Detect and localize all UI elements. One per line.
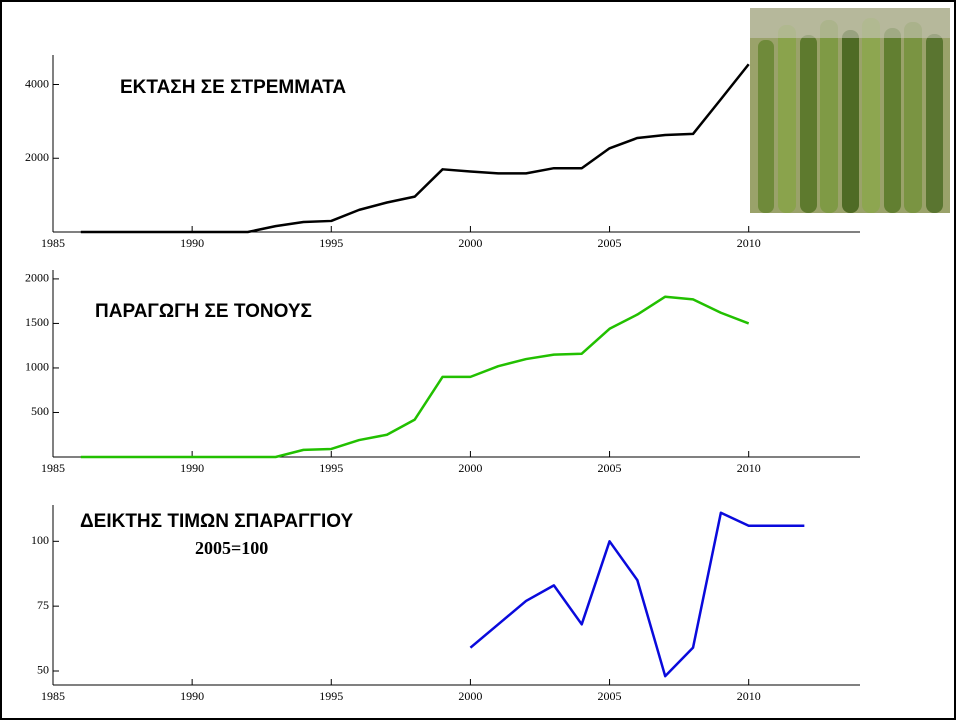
x-tick-label: 2010 <box>737 689 761 703</box>
x-tick-label: 1990 <box>180 689 204 703</box>
x-tick-label: 2010 <box>737 461 761 475</box>
chart-title: ΕΚΤΑΣΗ ΣΕ ΣΤΡΕΜΜΑΤΑ <box>120 77 346 98</box>
x-tick-label: 2010 <box>737 236 761 250</box>
x-tick-label: 1985 <box>41 236 65 250</box>
x-tick-label: 1995 <box>319 236 343 250</box>
x-tick-label: 2005 <box>598 689 622 703</box>
x-tick-label: 2005 <box>598 461 622 475</box>
y-tick-label: 50 <box>37 663 49 677</box>
y-tick-label: 100 <box>31 533 49 547</box>
y-tick-label: 2000 <box>25 150 49 164</box>
x-tick-label: 2000 <box>458 236 482 250</box>
chart-title: ΠΑΡΑΓΩΓΗ ΣΕ ΤΟΝΟΥΣ <box>95 301 312 322</box>
x-tick-label: 1985 <box>41 461 65 475</box>
x-tick-label: 2000 <box>458 461 482 475</box>
y-tick-label: 2000 <box>25 271 49 285</box>
y-tick-label: 4000 <box>25 76 49 90</box>
y-tick-label: 1500 <box>25 315 49 329</box>
y-tick-label: 75 <box>37 598 49 612</box>
chart-subtitle: 2005=100 <box>195 538 268 558</box>
x-tick-label: 1995 <box>319 689 343 703</box>
data-line <box>80 63 750 234</box>
asparagus-photo <box>750 8 950 213</box>
data-line <box>469 511 805 678</box>
x-tick-label: 1985 <box>41 689 65 703</box>
y-tick-label: 500 <box>31 404 49 418</box>
data-line <box>80 295 750 459</box>
y-tick-label: 1000 <box>25 360 49 374</box>
x-tick-label: 1990 <box>180 461 204 475</box>
x-tick-label: 1995 <box>319 461 343 475</box>
chart-title: ΔΕΙΚΤΗΣ ΤΙΜΩΝ ΣΠΑΡΑΓΓΙΟΥ <box>80 511 353 532</box>
x-tick-label: 2005 <box>598 236 622 250</box>
x-tick-label: 1990 <box>180 236 204 250</box>
x-tick-label: 2000 <box>458 689 482 703</box>
